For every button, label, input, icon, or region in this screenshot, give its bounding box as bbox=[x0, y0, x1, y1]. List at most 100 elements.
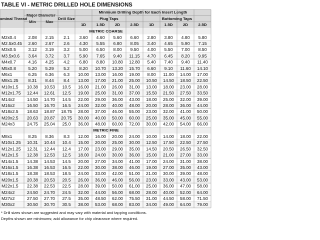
cell: M24x2 bbox=[2, 190, 16, 195]
cell: 20.63 bbox=[27, 115, 39, 120]
cell: 10.38 bbox=[27, 84, 39, 89]
cell: M12x1.75 bbox=[2, 91, 22, 96]
cell: 10.00 bbox=[146, 134, 158, 139]
cell: 10.31 bbox=[27, 140, 39, 145]
cell: 6.36 bbox=[45, 72, 54, 77]
cell: 20.87 bbox=[44, 115, 56, 120]
row-bg bbox=[0, 201, 211, 208]
cell: M5x0.8 bbox=[2, 66, 17, 71]
cell: M4x0.7 bbox=[2, 60, 17, 65]
cell: 71.50 bbox=[197, 196, 209, 201]
row-bg bbox=[0, 114, 211, 122]
cell: 24.00 bbox=[163, 159, 175, 164]
cell: 9.40 bbox=[181, 60, 190, 65]
cell: 8.00 bbox=[147, 72, 156, 77]
cell: 32.00 bbox=[180, 97, 192, 102]
cell: 7.15 bbox=[198, 41, 207, 46]
cell: 27.00 bbox=[163, 165, 175, 170]
cell: 8.50 bbox=[198, 47, 207, 52]
cell: 29.00 bbox=[95, 97, 107, 102]
cell: 36.00 bbox=[95, 177, 107, 182]
cell: 44.00 bbox=[197, 103, 209, 108]
cell: 27.00 bbox=[95, 159, 107, 164]
cell: 20.5 bbox=[62, 177, 71, 182]
cell: 8.4 bbox=[63, 78, 70, 83]
cell: 14.5 bbox=[62, 97, 71, 102]
cell: 5.60 bbox=[113, 35, 122, 40]
cell: 11.40 bbox=[197, 60, 208, 65]
cell: 64.00 bbox=[180, 202, 192, 207]
cell: 48.50 bbox=[95, 196, 107, 201]
cell: 15.00 bbox=[78, 140, 90, 145]
section-bg bbox=[0, 127, 211, 134]
cell: 21.00 bbox=[95, 84, 107, 89]
cell: 23.00 bbox=[146, 109, 158, 114]
cell: M27x2 bbox=[2, 196, 16, 201]
cell: 7.65 bbox=[96, 53, 105, 58]
cell: 14.50 bbox=[163, 78, 175, 83]
cell: 40.00 bbox=[163, 190, 175, 195]
cell: 18.63 bbox=[27, 109, 39, 114]
cell: 30.00 bbox=[78, 115, 90, 120]
cell: 53.00 bbox=[95, 202, 107, 207]
cell: 14.00 bbox=[163, 134, 175, 139]
cell: 31.00 bbox=[129, 84, 141, 89]
cell: 56.00 bbox=[112, 190, 124, 195]
cell: 12.38 bbox=[27, 153, 39, 158]
cell: 17.00 bbox=[95, 78, 107, 83]
cell: 18.75 bbox=[61, 109, 73, 114]
cell: 19.00 bbox=[129, 72, 141, 77]
cell: 12.44 bbox=[27, 91, 39, 96]
cell: M6x1 bbox=[2, 72, 13, 77]
cell: 12.61 bbox=[44, 91, 56, 96]
cell: 5.2 bbox=[63, 66, 70, 71]
cell: 4.16 bbox=[28, 60, 37, 65]
cell: 16.50 bbox=[27, 103, 39, 108]
cell: 39.00 bbox=[197, 97, 209, 102]
cell: 31.00 bbox=[180, 159, 192, 164]
header-cell: 1.5D bbox=[96, 22, 105, 27]
cell: 48.00 bbox=[197, 171, 209, 176]
cell: 3.80 bbox=[164, 35, 173, 40]
cell: 14.50 bbox=[27, 97, 39, 102]
cell: 28.00 bbox=[78, 109, 90, 114]
cell: 24.70 bbox=[44, 190, 56, 195]
cell: 4.70 bbox=[147, 53, 156, 58]
cell: 9.95 bbox=[198, 53, 207, 58]
cell: 2.08 bbox=[28, 35, 37, 40]
cell: 33.00 bbox=[163, 177, 175, 182]
row-bg bbox=[0, 176, 211, 184]
cell: 22.00 bbox=[78, 97, 90, 102]
page: TABLE VI - METRIC DRILLED HOLE DIMENSION… bbox=[0, 2, 212, 221]
cell: 16.5 bbox=[62, 165, 71, 170]
cell: 18.00 bbox=[146, 97, 158, 102]
cell: 6.45 bbox=[164, 53, 173, 58]
cell: 18.00 bbox=[180, 134, 192, 139]
cell: 10.53 bbox=[44, 84, 56, 89]
cell: 25.00 bbox=[163, 97, 175, 102]
cell: 10.50 bbox=[146, 78, 158, 83]
cell: M8x1 bbox=[2, 134, 13, 139]
cell: 12.4 bbox=[62, 146, 71, 151]
cell: 72.00 bbox=[129, 122, 141, 127]
header-cell: Drill Size bbox=[58, 16, 76, 21]
cell: 3.40 bbox=[147, 41, 156, 46]
cell: 30.00 bbox=[163, 171, 175, 176]
cell: 31.00 bbox=[146, 196, 158, 201]
cell: 17.00 bbox=[78, 146, 90, 151]
cell: 3.7 bbox=[63, 53, 70, 58]
cell: 4.2 bbox=[63, 60, 70, 65]
cell: 14.70 bbox=[44, 97, 56, 102]
cell: 35.00 bbox=[180, 165, 192, 170]
cell: 20.50 bbox=[163, 146, 175, 151]
cell: 20.53 bbox=[44, 177, 56, 182]
cell: 24.5 bbox=[62, 190, 71, 195]
cell: 41.00 bbox=[180, 109, 192, 114]
cell: 3.64 bbox=[28, 53, 37, 58]
cell: 3.60 bbox=[79, 35, 88, 40]
cell: 6.80 bbox=[113, 41, 122, 46]
cell: 21.00 bbox=[146, 171, 158, 176]
cell: 62.00 bbox=[112, 196, 124, 201]
cell: 24.00 bbox=[129, 134, 141, 139]
cell: 23.00 bbox=[95, 146, 107, 151]
